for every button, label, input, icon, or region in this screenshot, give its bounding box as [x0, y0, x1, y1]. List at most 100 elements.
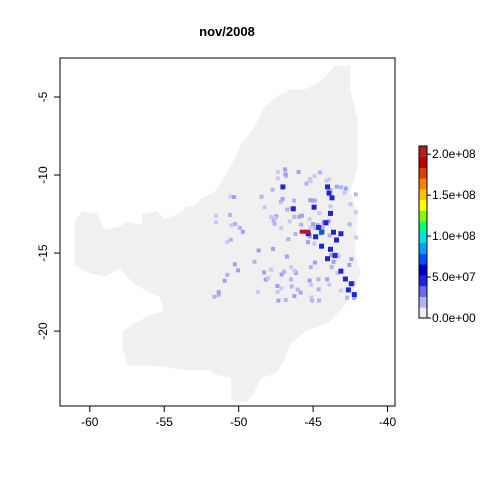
legend-swatch [419, 285, 427, 297]
map-cell [329, 265, 334, 269]
map-cell-high [331, 229, 336, 235]
map-cell [312, 174, 317, 179]
map-cell [309, 295, 314, 300]
legend-swatch [419, 264, 427, 276]
map-cell [334, 184, 339, 189]
map-cell-high [338, 231, 344, 237]
map-cell-high [351, 292, 357, 298]
map-cell [312, 241, 317, 246]
map-cell [286, 237, 291, 242]
map-cell [279, 272, 284, 277]
legend-swatch [419, 210, 427, 222]
map-cell [271, 218, 276, 223]
map-cell-high [328, 210, 333, 216]
map-cell [287, 219, 292, 224]
map-cell [308, 265, 313, 270]
map-cell-high [319, 243, 325, 249]
y-tick-label: -15 [36, 244, 50, 262]
x-tick-label: -50 [230, 415, 248, 429]
map-cell [233, 222, 237, 226]
map-cell [289, 277, 293, 282]
map-cell [304, 181, 309, 186]
map-cell [310, 198, 315, 203]
x-tick-label: -40 [379, 415, 397, 429]
map-cell [282, 269, 287, 274]
region-shape [74, 65, 361, 403]
map-cell [272, 221, 277, 226]
map-cell-high [313, 234, 319, 240]
y-tick-label: -10 [36, 166, 50, 184]
map-cell [269, 267, 274, 272]
map-cell [316, 287, 321, 292]
map-cell [289, 265, 294, 270]
map-cell [299, 222, 304, 227]
map-cell [240, 229, 245, 234]
map-cell [292, 268, 297, 273]
map-cell [273, 216, 278, 221]
map-cell [331, 259, 336, 264]
map-cell [327, 282, 332, 287]
map-cell [313, 226, 318, 231]
map-cell-high [329, 195, 335, 201]
map-cell [347, 263, 352, 267]
map-cell [289, 284, 294, 289]
legend-swatch [419, 156, 427, 168]
map-cell [229, 223, 234, 228]
legend-swatch [419, 199, 427, 211]
map-cell [309, 282, 314, 287]
legend-label: 1.0e+08 [432, 229, 476, 243]
map-cell [299, 213, 304, 218]
legend-swatch [419, 232, 427, 244]
map-cell-high [280, 184, 286, 190]
map-cell [354, 235, 359, 240]
plot-title: nov/2008 [199, 24, 255, 39]
map-cell-high [348, 281, 354, 287]
map-cell [283, 172, 288, 177]
legend-label: 0.0e+00 [432, 311, 476, 325]
y-tick-label: -5 [36, 91, 50, 102]
map-cell [232, 262, 237, 267]
map-cell [342, 190, 347, 195]
map-cell [275, 284, 280, 289]
map-cell [262, 205, 267, 210]
map-cell [283, 167, 288, 172]
map-cell [292, 198, 296, 203]
map-cell [305, 240, 310, 245]
map-cell [353, 210, 358, 215]
map-cell [320, 225, 325, 230]
legend-swatch [419, 146, 427, 158]
map-cell [262, 270, 267, 275]
map-cell [293, 232, 298, 236]
map-cell-max [299, 229, 306, 234]
map-cell [263, 277, 268, 282]
map-cell [214, 213, 218, 218]
map-cell-high [326, 190, 332, 196]
map-cell [317, 211, 322, 216]
map-cell [343, 186, 348, 191]
map-cell [327, 177, 332, 182]
map-cell [279, 226, 284, 231]
map-cell [278, 199, 283, 204]
map-cell [236, 268, 241, 273]
map-cell [325, 277, 330, 282]
map-cell-high [319, 229, 325, 235]
map-cell [353, 192, 358, 197]
map-cell-high [338, 268, 344, 274]
map-cell [307, 177, 312, 182]
map-cell [338, 288, 343, 293]
map-cell [275, 176, 280, 181]
map-cell [225, 272, 230, 277]
x-tick-label: -60 [81, 415, 99, 429]
map-cell-high [345, 287, 351, 293]
map-cell [276, 298, 281, 303]
map-cell [348, 202, 353, 207]
map-cell [228, 194, 233, 199]
map-cell [335, 271, 340, 275]
map-cell [228, 237, 233, 242]
map-cell [292, 294, 297, 299]
legend-swatch [419, 296, 427, 308]
map-cell [312, 260, 317, 265]
map-cell [228, 213, 232, 217]
map-cell [285, 207, 290, 212]
map-cell [279, 286, 284, 291]
